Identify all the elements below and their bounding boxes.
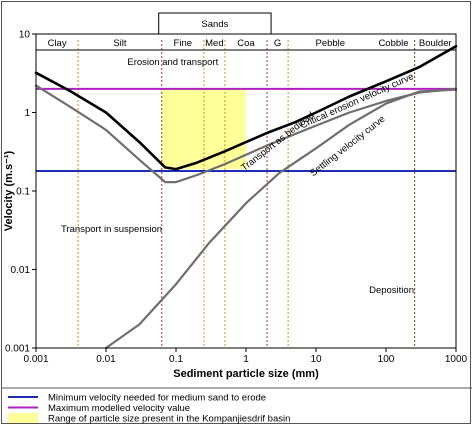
annotation-label: Transport as bedload	[239, 110, 316, 174]
y-tick-label: 10	[19, 30, 31, 41]
size-class-label: Cobble	[378, 38, 408, 49]
legend-label: Maximum modelled velocity value	[48, 403, 190, 414]
annotation-label: Deposition	[369, 285, 414, 296]
size-class-label: Clay	[48, 38, 67, 49]
x-tick-label: 10	[310, 354, 322, 365]
y-tick-label: 0.1	[16, 187, 30, 198]
series-curve-1	[34, 84, 458, 184]
y-tick-label: 0.01	[11, 265, 31, 276]
x-tick-label: 1000	[445, 354, 468, 365]
size-class-label: Boulder	[419, 38, 452, 49]
sands-group-box	[158, 12, 272, 35]
legend-label: Range of particle size present in the Ko…	[48, 414, 290, 425]
x-tick-label: 0.01	[96, 354, 116, 365]
y-tick-label: 1	[24, 108, 30, 119]
size-class-label: Coa	[237, 38, 255, 49]
x-tick-label: 1	[243, 354, 249, 365]
x-axis-title: Sediment particle size (mm)	[173, 368, 319, 380]
size-class-label: Fine	[174, 38, 192, 49]
annotation-label: Erosion and transport	[127, 57, 218, 68]
size-class-label: Pebble	[315, 38, 345, 49]
x-tick-label: 100	[378, 354, 395, 365]
y-tick-label: 0.001	[5, 344, 30, 355]
size-class-label: Med	[205, 38, 223, 49]
legend-label: Minimum velocity needed for medium sand …	[48, 393, 266, 404]
x-tick-label: 0.1	[169, 354, 183, 365]
series-curve-2	[104, 88, 458, 350]
size-class-label: G	[274, 38, 281, 49]
y-axis-title: Velocity (m.s⁻¹)	[3, 150, 15, 231]
series-curve-0	[34, 44, 458, 171]
x-tick-label: 0.001	[23, 354, 48, 365]
annotation-label: Critical erosion velocity curve	[299, 71, 416, 131]
legend-swatch-box	[8, 413, 38, 423]
annotation-label: Transport in suspension	[61, 224, 162, 235]
size-class-label: Silt	[113, 38, 127, 49]
sands-group-label: Sands	[201, 19, 228, 30]
